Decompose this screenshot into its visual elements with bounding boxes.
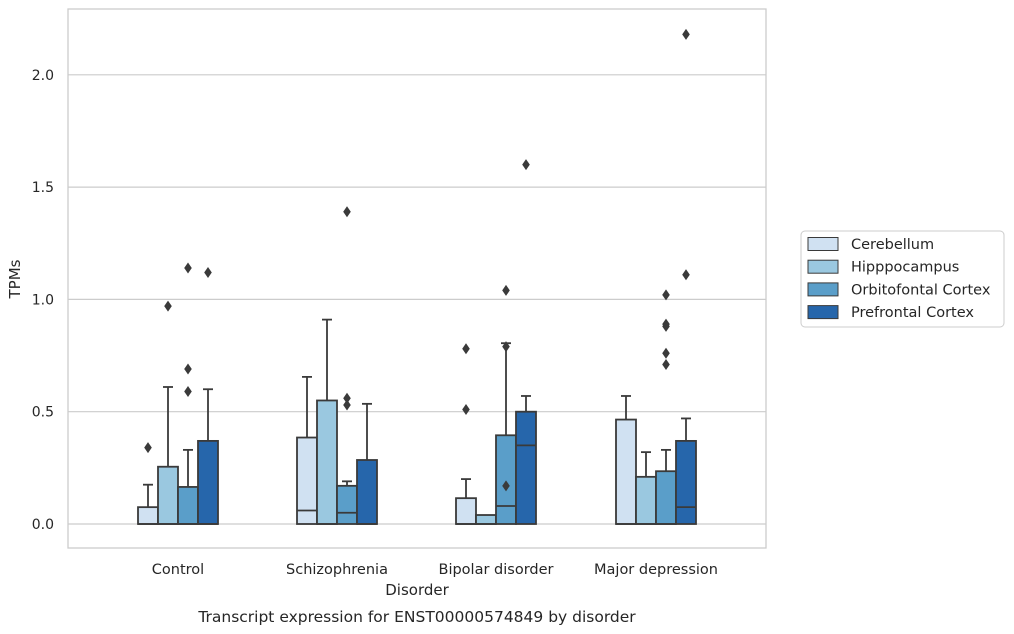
box-1-2 <box>336 206 358 525</box>
outlier-point <box>184 262 192 274</box>
box-1-1 <box>316 318 338 525</box>
outlier-point <box>682 269 690 281</box>
outlier-point <box>662 347 670 359</box>
legend-swatch <box>807 259 839 274</box>
box-body <box>336 484 358 525</box>
box-0-2 <box>177 262 199 525</box>
x-tick-label: Control <box>152 562 204 578</box>
outlier-point <box>184 363 192 375</box>
legend: Cerebellum Hipppocampus Orbitofontal Corte… <box>800 230 1005 328</box>
outlier-point <box>462 403 470 415</box>
box-body <box>655 470 677 525</box>
box-body <box>137 506 159 525</box>
box-body <box>455 497 477 525</box>
x-tick-label: Bipolar disorder <box>439 562 554 578</box>
legend-swatch <box>807 282 839 297</box>
outlier-point <box>144 442 152 454</box>
box-3-1 <box>635 451 657 525</box>
box-body <box>635 475 657 525</box>
box-0-0 <box>137 442 159 525</box>
y-tick-label: 2.0 <box>32 68 54 84</box>
legend-label: Hipppocampus <box>851 260 959 276</box>
plot-frame <box>67 8 767 549</box>
outlier-point <box>184 385 192 397</box>
box-1-0 <box>296 375 318 525</box>
box-body <box>475 514 497 525</box>
outlier-point <box>662 318 670 330</box>
box-body <box>197 439 219 525</box>
box-body <box>515 410 537 525</box>
box-3-0 <box>615 395 637 525</box>
x-axis-label: Disorder <box>385 581 449 599</box>
outlier-point <box>682 28 690 40</box>
box-body <box>356 459 378 525</box>
outlier-point <box>662 289 670 301</box>
outlier-point <box>343 206 351 218</box>
gridlines <box>68 74 766 525</box>
outlier-point <box>502 480 510 492</box>
box-1-3 <box>356 402 378 525</box>
outlier-point <box>502 341 510 353</box>
chart-caption: Transcript expression for ENST0000057484… <box>197 608 636 626</box>
outlier-point <box>662 359 670 371</box>
legend-label: Prefrontal Cortex <box>851 305 974 321</box>
box-3-2 <box>655 289 677 525</box>
y-tick-label: 1.0 <box>32 292 54 308</box>
outlier-point <box>502 284 510 296</box>
box-body <box>316 399 338 525</box>
y-tick-label: 1.5 <box>32 180 54 196</box>
outlier-point <box>522 159 530 171</box>
x-tick-labels: Control Schizophrenia Bipolar disorder Majo… <box>152 562 718 578</box>
x-tick-label: Major depression <box>594 562 718 578</box>
box-body <box>675 439 697 525</box>
outlier-point <box>204 266 212 278</box>
box-2-3 <box>515 159 537 525</box>
outlier-point <box>343 399 351 411</box>
box-body <box>177 486 199 525</box>
outlier-point <box>164 300 172 312</box>
y-tick-label: 0.0 <box>32 517 54 533</box>
y-tick-label: 0.5 <box>32 405 54 421</box>
box-body <box>495 434 517 525</box>
x-tick-label: Schizophrenia <box>286 562 388 578</box>
legend-frame <box>800 230 1005 328</box>
box-3-3 <box>675 28 697 525</box>
box-body <box>615 418 637 525</box>
box-0-1 <box>157 300 179 525</box>
box-2-1 <box>475 514 497 525</box>
legend-swatch <box>807 237 839 251</box>
legend-label: Cerebellum <box>851 237 934 253</box>
box-2-2 <box>495 284 517 525</box>
y-tick-labels: 0.0 0.5 1.0 1.5 2.0 <box>32 68 54 533</box>
box-2-0 <box>455 343 477 525</box>
legend-label: Orbitofontal Cortex <box>851 282 991 298</box>
outlier-point <box>343 392 351 404</box>
box-body <box>157 465 179 525</box>
outlier-point <box>462 343 470 355</box>
box-0-3 <box>197 266 219 525</box>
legend-swatch <box>807 305 839 320</box>
y-axis-label: TPMs <box>6 259 24 299</box>
box-groups <box>137 28 697 525</box>
